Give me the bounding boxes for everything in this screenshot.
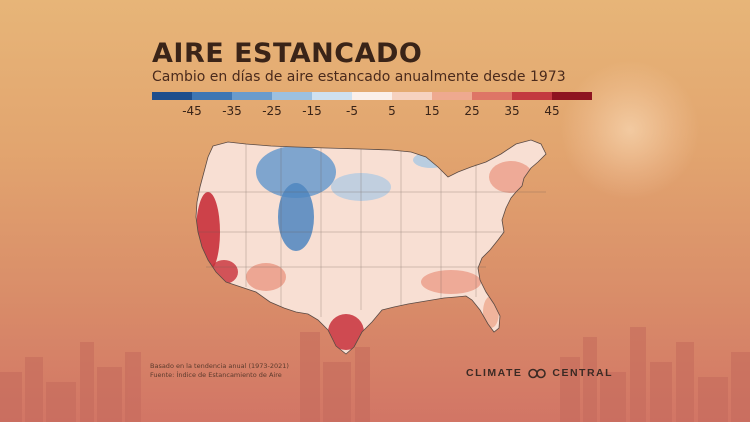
map-blue-region-central-rockies (278, 183, 314, 251)
legend-swatch (472, 92, 512, 100)
map-blue-region-carolina-coast (503, 240, 519, 264)
legend-tick-label: -35 (222, 104, 242, 118)
legend-swatch (272, 92, 312, 100)
city-skyline (0, 327, 750, 422)
legend-swatch (152, 92, 192, 100)
map-blue-region-northern-rockies (256, 146, 336, 198)
legend-tick-label: 35 (504, 104, 520, 118)
climate-central-logo: CLIMATE CENTRAL (466, 367, 613, 379)
legend-tick-label: 5 (388, 104, 396, 118)
legend-swatch (352, 92, 392, 100)
legend-tick-label: 25 (464, 104, 480, 118)
sun-glow (560, 60, 700, 200)
legend-swatch (512, 92, 552, 100)
state-borders (196, 144, 546, 317)
logo-text-right: CENTRAL (552, 367, 614, 379)
legend-swatch (552, 92, 592, 100)
legend-swatch (232, 92, 272, 100)
logo-text-left: CLIMATE (466, 367, 523, 379)
legend-tick-label: -15 (302, 104, 322, 118)
legend-tick-label: 15 (424, 104, 440, 118)
map-red-region-southeast (421, 270, 481, 294)
logo-mark-icon (528, 368, 547, 378)
legend-swatch (392, 92, 432, 100)
legend-tick-label: -5 (346, 104, 358, 118)
us-map (195, 139, 547, 355)
page-title: AIRE ESTANCADO (152, 38, 423, 69)
footnote-line-2: Fuente: Índice de Estancamiento de Aire (150, 371, 282, 379)
legend-tick-label: -45 (182, 104, 202, 118)
map-red-region-arizona (246, 263, 286, 291)
legend-tick-label: -25 (262, 104, 282, 118)
legend-swatch (312, 92, 352, 100)
legend-swatch (432, 92, 472, 100)
footnote-line-1: Basado en la tendencia anual (1973-2021) (150, 362, 289, 370)
map-red-region-south-texas (328, 314, 364, 350)
legend-color-bar (152, 92, 592, 100)
color-legend: -45 -35 -25 -15 -5 5 15 25 35 45 (152, 92, 592, 120)
map-red-region-northeast (489, 161, 533, 193)
page-subtitle: Cambio en días de aire estancado anualme… (152, 69, 566, 85)
legend-swatch (192, 92, 232, 100)
legend-tick-label: 45 (544, 104, 560, 118)
footnote: Basado en la tendencia anual (1973-2021)… (150, 362, 289, 380)
map-red-region-florida (483, 296, 499, 328)
legend-labels: -45 -35 -25 -15 -5 5 15 25 35 45 (152, 104, 592, 120)
